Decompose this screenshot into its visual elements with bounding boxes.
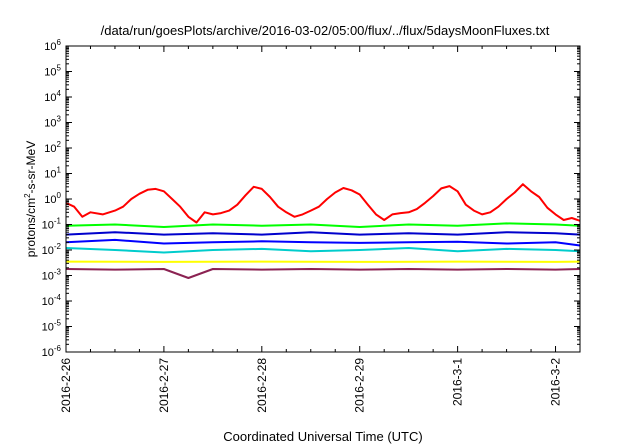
series-line-2 xyxy=(65,247,581,254)
series-layer xyxy=(65,183,581,279)
axes-layer: 10-610-510-410-310-210-11001011021031041… xyxy=(42,38,581,413)
y-tick-label: 10-4 xyxy=(42,293,62,308)
y-tick-label: 103 xyxy=(44,115,61,130)
y-tick-base: 10 xyxy=(42,347,54,359)
y-tick-base: 10 xyxy=(42,322,54,334)
x-tick-label: 2016-3-2 xyxy=(549,358,563,406)
y-tick-exponent: 1 xyxy=(57,166,62,175)
y-tick-base: 10 xyxy=(44,41,56,53)
y-tick-exponent: 3 xyxy=(57,115,62,124)
y-tick-exponent: -3 xyxy=(54,268,62,277)
y-tick-base: 10 xyxy=(42,220,54,232)
y-axis-label-main: protons/cm xyxy=(24,198,38,257)
y-tick-exponent: -5 xyxy=(54,319,62,328)
series-line-6 xyxy=(65,268,581,279)
y-tick-label: 104 xyxy=(44,89,61,104)
y-tick-exponent: -4 xyxy=(54,293,62,302)
y-tick-base: 10 xyxy=(44,92,56,104)
x-tick-label: 2016-2-29 xyxy=(353,358,367,413)
y-tick-exponent: 2 xyxy=(57,140,62,149)
y-tick-base: 10 xyxy=(44,169,56,181)
y-tick-label: 101 xyxy=(44,166,61,181)
y-tick-exponent: 5 xyxy=(57,64,62,73)
y-axis-label: protons/cm2-s-sr-MeV xyxy=(23,141,38,257)
y-tick-exponent: 0 xyxy=(57,191,62,200)
plot-frame xyxy=(65,45,581,353)
y-tick-exponent: -2 xyxy=(54,242,62,251)
y-tick-base: 10 xyxy=(42,296,54,308)
y-tick-label: 106 xyxy=(44,38,61,53)
x-tick-label: 2016-2-26 xyxy=(59,358,73,413)
y-tick-label: 10-3 xyxy=(42,268,62,283)
series-line-4 xyxy=(65,231,581,236)
series-line-0 xyxy=(65,183,581,224)
y-tick-exponent: 4 xyxy=(57,89,62,98)
y-tick-base: 10 xyxy=(42,245,54,257)
y-tick-exponent: -1 xyxy=(54,217,62,226)
y-tick-label: 100 xyxy=(44,191,61,206)
y-tick-base: 10 xyxy=(44,194,56,206)
y-tick-label: 10-1 xyxy=(42,217,62,232)
y-tick-label: 102 xyxy=(44,140,61,155)
y-tick-label: 10-5 xyxy=(42,319,62,334)
y-tick-base: 10 xyxy=(42,271,54,283)
y-tick-label: 10-6 xyxy=(42,344,62,359)
y-axis-label-sup: 2 xyxy=(23,193,32,198)
y-tick-label: 105 xyxy=(44,64,61,79)
y-tick-label: 10-2 xyxy=(42,242,62,257)
x-tick-label: 2016-2-27 xyxy=(157,358,171,413)
chart-title: /data/run/goesPlots/archive/2016-03-02/0… xyxy=(101,23,550,38)
x-tick-label: 2016-2-28 xyxy=(255,358,269,413)
x-tick-label: 2016-3-1 xyxy=(451,358,465,406)
series-line-3 xyxy=(65,238,581,247)
x-axis-label: Coordinated Universal Time (UTC) xyxy=(223,429,422,444)
y-tick-base: 10 xyxy=(44,143,56,155)
y-axis-label-rest: -s-sr-MeV xyxy=(24,141,38,194)
series-line-1 xyxy=(65,222,581,228)
y-tick-exponent: 6 xyxy=(57,38,62,47)
y-tick-base: 10 xyxy=(44,118,56,130)
y-tick-base: 10 xyxy=(44,67,56,79)
y-tick-exponent: -6 xyxy=(54,344,62,353)
